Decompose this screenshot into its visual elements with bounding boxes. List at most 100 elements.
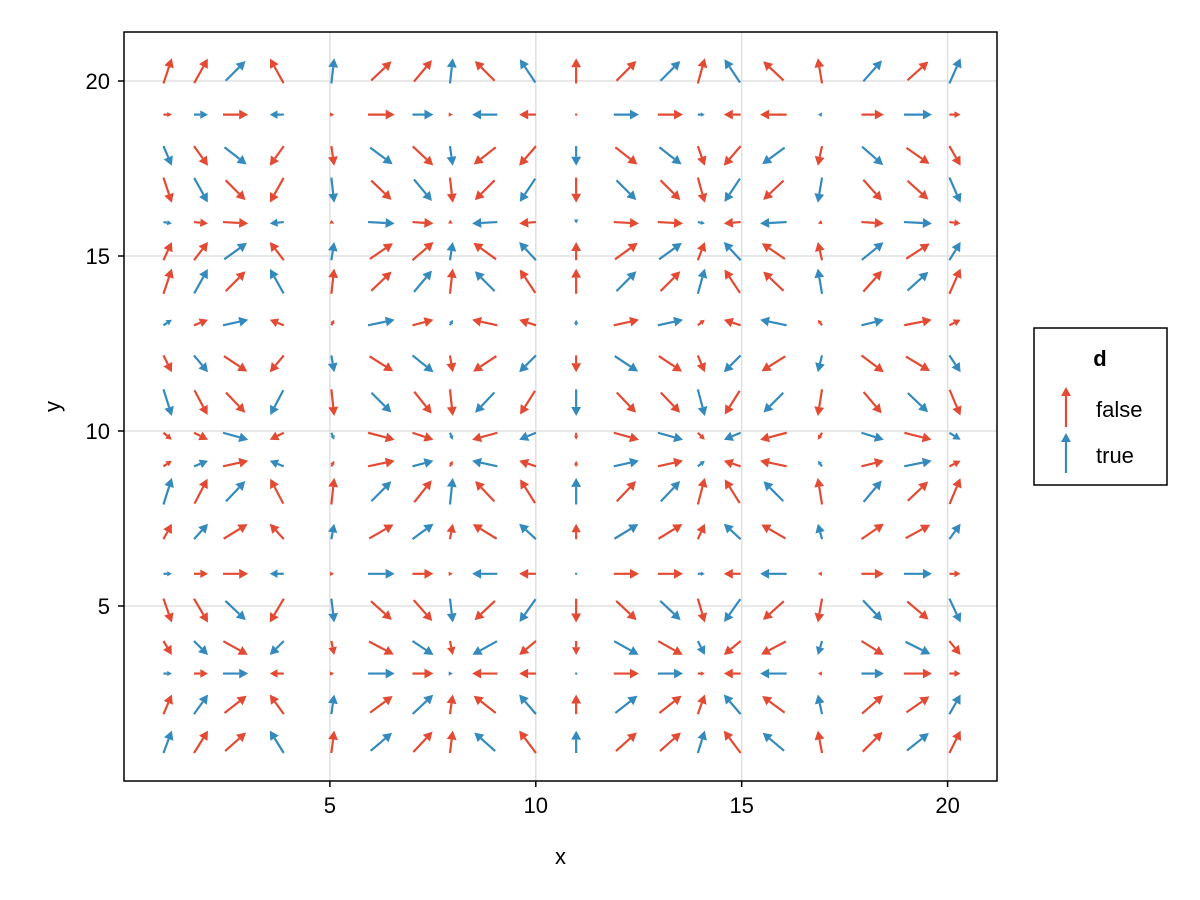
quiver-arrow	[760, 457, 787, 468]
quiver-arrow	[571, 730, 582, 753]
quiver-arrow	[696, 640, 706, 655]
quiver-arrow	[411, 694, 434, 715]
quiver-arrow	[948, 177, 962, 203]
quiver-arrow	[948, 523, 961, 540]
quiver-arrow	[723, 217, 741, 228]
quiver-arrow	[367, 431, 395, 443]
quiver-arrow	[270, 478, 285, 505]
quiver-arrow	[413, 178, 432, 201]
quiver-arrow	[370, 61, 392, 82]
quiver-arrow	[904, 431, 932, 443]
quiver-arrow	[723, 354, 742, 373]
quiver-arrow	[658, 242, 682, 261]
quiver-arrow	[571, 146, 582, 166]
quiver-arrow	[697, 571, 705, 576]
quiver-arrow	[446, 355, 457, 373]
quiver-arrow	[162, 242, 173, 261]
quiver-arrow	[193, 523, 209, 540]
x-axis-label: x	[555, 844, 566, 869]
quiver-arrow	[814, 477, 825, 505]
legend-entry-false: false	[1061, 387, 1142, 427]
quiver-arrow	[368, 355, 394, 372]
quiver-arrow	[224, 179, 246, 201]
quiver-arrow	[696, 145, 707, 166]
quiver-arrow	[760, 316, 787, 327]
quiver-arrow	[162, 268, 174, 295]
quiver-arrow	[519, 145, 537, 166]
quiver-arrow	[223, 695, 247, 714]
quiver-arrow	[222, 668, 249, 679]
axis-ticks: 5 10 15 20 5 10 15 20	[86, 69, 960, 818]
quiver-arrow	[723, 109, 741, 120]
quiver-arrow	[269, 177, 285, 203]
quiver-arrow	[269, 694, 285, 715]
quiver-arrow	[412, 599, 433, 622]
quiver-arrow	[369, 146, 393, 165]
quiver-arrow	[696, 694, 707, 715]
quiver-arrow	[193, 177, 208, 203]
quiver-arrow	[446, 477, 457, 505]
quiver-arrow	[269, 145, 285, 166]
quiver-arrow	[615, 179, 637, 201]
quiver-arrow	[519, 523, 537, 540]
quiver-arrow	[660, 391, 681, 413]
quiver-arrow	[194, 569, 209, 579]
quiver-arrow	[269, 431, 285, 441]
quiver-arrow	[814, 268, 825, 294]
quiver-arrow	[269, 459, 285, 469]
quiver-arrow	[446, 177, 457, 203]
quiver-arrow	[474, 179, 496, 201]
quiver-arrow	[614, 695, 638, 714]
quiver-arrow	[724, 598, 742, 622]
quiver-arrow	[368, 109, 395, 120]
quiver-arrow	[761, 524, 787, 540]
quiver-arrow	[862, 270, 882, 293]
quiver-arrow	[327, 523, 338, 540]
quiver-arrow	[519, 177, 537, 202]
quiver-arrow	[762, 732, 785, 752]
quiver-arrow	[222, 457, 249, 468]
quiver-arrow	[328, 177, 339, 203]
quiver-arrow	[519, 730, 537, 754]
y-tick-label: 15	[86, 244, 110, 269]
quiver-arrow	[162, 177, 174, 203]
quiver-arrow	[328, 145, 338, 166]
legend-marker-false	[1061, 387, 1071, 427]
y-tick-label: 10	[86, 419, 110, 444]
quiver-arrow	[697, 220, 705, 225]
quiver-arrow	[412, 217, 434, 228]
quiver-arrow	[370, 481, 392, 502]
quiver-arrow	[948, 478, 962, 505]
quiver-arrow	[194, 110, 209, 119]
quiver-arrow	[615, 271, 637, 292]
quiver-arrow	[370, 391, 392, 413]
quiver-arrow	[697, 671, 705, 676]
quiver-arrow	[571, 694, 582, 715]
quiver-arrow	[269, 669, 284, 678]
quiver-arrow	[223, 242, 247, 261]
quiver-arrow	[367, 457, 395, 468]
quiver-arrow	[571, 598, 582, 623]
quiver-arrow	[519, 269, 537, 294]
quiver-arrow	[761, 640, 787, 655]
quiver-arrow	[615, 391, 637, 413]
quiver-arrow	[657, 431, 684, 443]
quiver-arrow	[905, 696, 930, 714]
quiver-arrow	[723, 568, 741, 579]
quiver-arrow	[571, 58, 582, 84]
quiver-arrow	[193, 694, 209, 715]
quiver-arrow	[657, 316, 684, 327]
quiver-arrow	[162, 354, 173, 373]
quiver-arrow	[949, 111, 961, 118]
quiver-arrow	[814, 598, 825, 623]
quiver-arrow	[269, 110, 284, 119]
quiver-arrow	[571, 242, 582, 261]
quiver-arrow	[614, 146, 638, 165]
quiver-arrow	[862, 60, 882, 83]
quiver-arrow	[193, 218, 209, 227]
quiver-arrow	[412, 668, 434, 679]
quiver-arrow	[571, 389, 582, 416]
quiver-arrow	[225, 481, 246, 503]
quiver-arrow	[269, 354, 285, 373]
quiver-arrow	[519, 431, 537, 441]
